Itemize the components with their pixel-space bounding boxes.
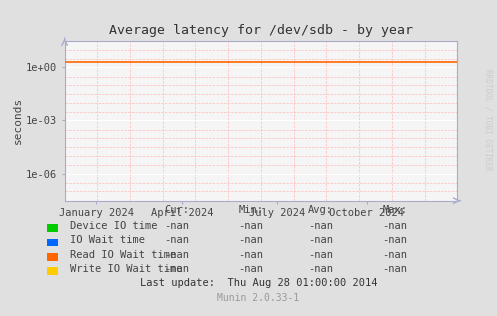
Text: RRDTOOL / TOBI OETIKER: RRDTOOL / TOBI OETIKER [484,69,493,171]
Text: Read IO Wait time: Read IO Wait time [70,250,176,259]
Text: -nan: -nan [383,250,408,259]
Text: Avg:: Avg: [308,205,333,215]
Text: -nan: -nan [164,250,189,259]
Text: -nan: -nan [239,264,263,274]
Text: IO Wait time: IO Wait time [70,235,145,245]
Text: -nan: -nan [308,235,333,245]
Text: -nan: -nan [308,264,333,274]
Text: Max:: Max: [383,205,408,215]
Text: -nan: -nan [239,221,263,231]
Text: Last update:  Thu Aug 28 01:00:00 2014: Last update: Thu Aug 28 01:00:00 2014 [140,278,377,288]
Text: -nan: -nan [383,235,408,245]
Text: -nan: -nan [383,221,408,231]
Text: Cur:: Cur: [164,205,189,215]
Text: -nan: -nan [308,250,333,259]
Text: Write IO Wait time: Write IO Wait time [70,264,182,274]
Text: -nan: -nan [164,264,189,274]
Text: -nan: -nan [239,235,263,245]
Text: -nan: -nan [239,250,263,259]
Text: -nan: -nan [383,264,408,274]
Y-axis label: seconds: seconds [13,97,23,144]
Text: -nan: -nan [164,221,189,231]
Text: -nan: -nan [308,221,333,231]
Text: -nan: -nan [164,235,189,245]
Text: Device IO time: Device IO time [70,221,157,231]
Text: Munin 2.0.33-1: Munin 2.0.33-1 [217,293,300,303]
Text: Min:: Min: [239,205,263,215]
Title: Average latency for /dev/sdb - by year: Average latency for /dev/sdb - by year [109,24,413,37]
